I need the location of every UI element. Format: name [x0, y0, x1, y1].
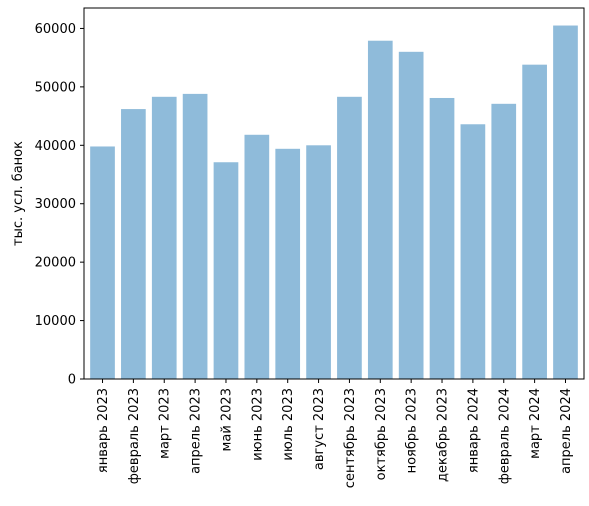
bar — [491, 103, 517, 379]
x-tick-label: февраль 2024 — [497, 388, 512, 484]
bar — [398, 51, 424, 379]
x-tick-label: ноябрь 2023 — [405, 388, 420, 473]
x-tick-label: июль 2023 — [281, 388, 296, 461]
y-tick-label: 0 — [68, 373, 76, 388]
y-tick-label: 30000 — [35, 197, 76, 212]
y-axis-label: тыс. усл. банок — [11, 141, 26, 246]
bar — [429, 97, 455, 380]
x-tick-label: март 2023 — [158, 388, 173, 459]
x-tick-label: январь 2024 — [466, 388, 481, 473]
x-tick-label: декабрь 2023 — [436, 388, 451, 482]
x-tick-label: март 2024 — [528, 388, 543, 459]
y-tick-label: 10000 — [35, 314, 76, 329]
x-tick-label: апрель 2023 — [189, 388, 204, 474]
x-tick-label: июнь 2023 — [250, 388, 265, 461]
y-tick-label: 20000 — [35, 256, 76, 271]
x-tick-label: октябрь 2023 — [374, 388, 389, 480]
bar — [275, 148, 301, 379]
x-tick-label: апрель 2024 — [559, 388, 574, 474]
bar — [244, 134, 270, 379]
y-tick-label: 60000 — [35, 22, 76, 37]
bar — [306, 145, 331, 379]
y-axis-ticks: 0 10000 20000 30000 40000 50000 60000 — [35, 22, 84, 388]
bar — [213, 162, 239, 379]
bar — [522, 64, 547, 380]
x-tick-label: февраль 2023 — [127, 388, 142, 484]
bar — [90, 146, 115, 379]
bars-group — [90, 25, 578, 380]
x-tick-label: август 2023 — [312, 388, 327, 470]
bar — [553, 25, 578, 380]
bar — [151, 96, 177, 379]
y-tick-label: 50000 — [35, 80, 76, 95]
y-tick-label: 40000 — [35, 139, 76, 154]
x-tick-label: сентябрь 2023 — [343, 388, 358, 488]
bar — [367, 40, 393, 379]
x-tick-label: май 2023 — [219, 388, 234, 451]
x-axis-ticks: январь 2023 февраль 2023 март 2023 апрель 2… — [96, 379, 574, 488]
plot-frame — [83, 7, 585, 380]
bar — [337, 96, 362, 379]
x-tick-label: январь 2023 — [96, 388, 111, 473]
bar — [182, 93, 208, 379]
bar — [460, 124, 486, 379]
bar — [121, 109, 146, 379]
